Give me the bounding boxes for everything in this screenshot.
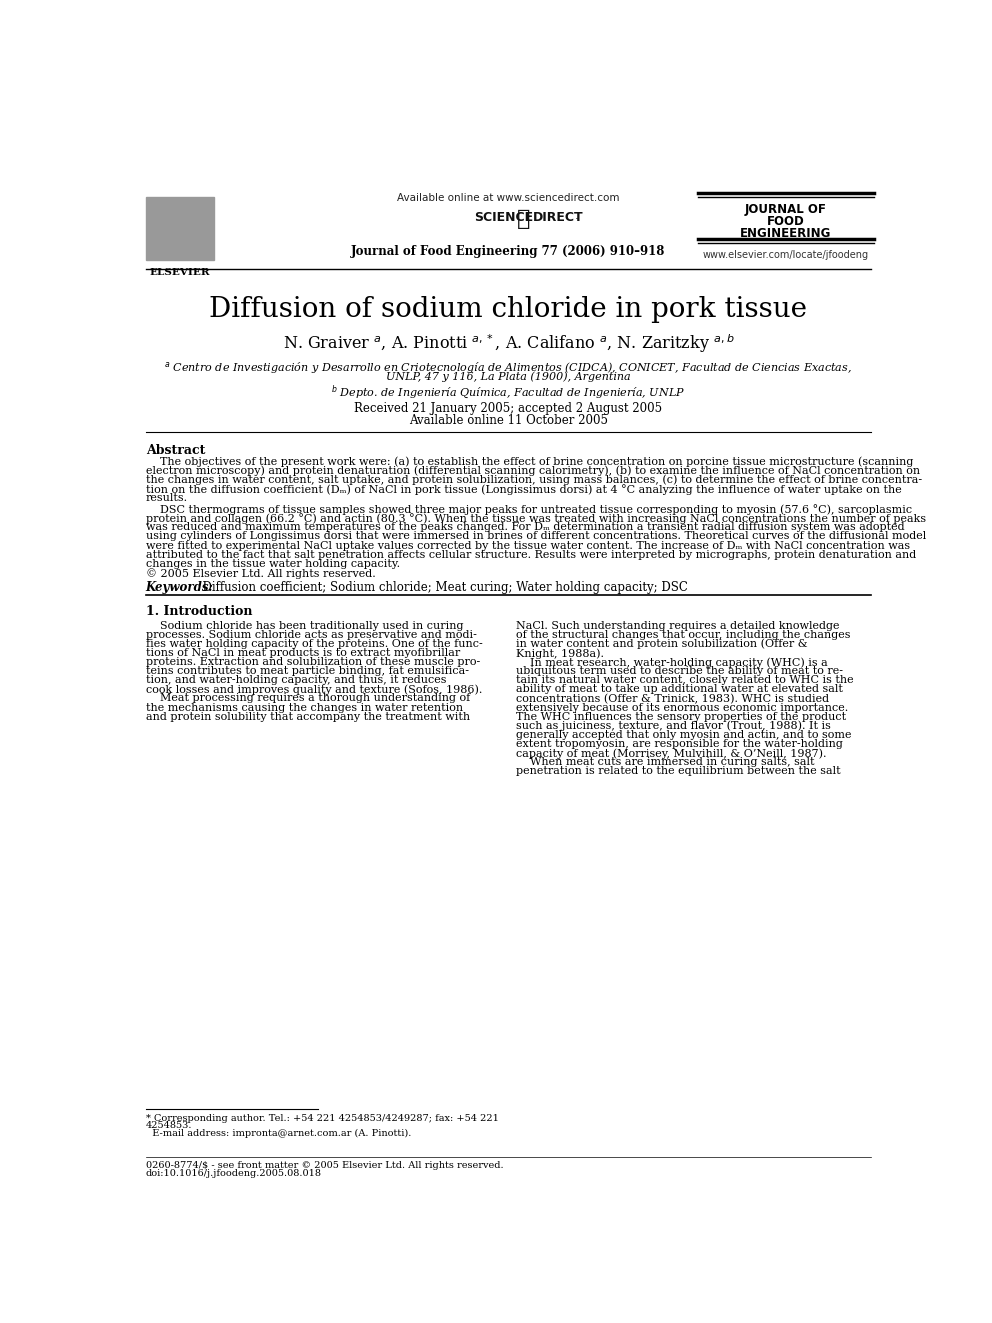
Text: * Corresponding author. Tel.: +54 221 4254853/4249287; fax: +54 221: * Corresponding author. Tel.: +54 221 42…: [146, 1114, 499, 1122]
Text: tion, and water-holding capacity, and thus, it reduces: tion, and water-holding capacity, and th…: [146, 675, 446, 685]
Text: 0260-8774/$ - see front matter © 2005 Elsevier Ltd. All rights reserved.: 0260-8774/$ - see front matter © 2005 El…: [146, 1162, 503, 1171]
Text: Keywords:: Keywords:: [146, 581, 213, 594]
Text: $^a$ Centro de Investigación y Desarrollo en Criotecnología de Alimentos (CIDCA): $^a$ Centro de Investigación y Desarroll…: [165, 360, 852, 376]
Text: ELSEVIER: ELSEVIER: [150, 269, 210, 277]
Text: in water content and protein solubilization (Offer &: in water content and protein solubilizat…: [516, 639, 807, 650]
Text: doi:10.1016/j.jfoodeng.2005.08.018: doi:10.1016/j.jfoodeng.2005.08.018: [146, 1170, 321, 1177]
Text: ability of meat to take up additional water at elevated salt: ability of meat to take up additional wa…: [516, 684, 843, 695]
Text: Abstract: Abstract: [146, 443, 205, 456]
Text: changes in the tissue water holding capacity.: changes in the tissue water holding capa…: [146, 560, 400, 569]
Text: Received 21 January 2005; accepted 2 August 2005: Received 21 January 2005; accepted 2 Aug…: [354, 402, 663, 415]
Text: ubiquitous term used to describe the ability of meat to re-: ubiquitous term used to describe the abi…: [516, 667, 843, 676]
Text: the changes in water content, salt uptake, and protein solubilization, using mas: the changes in water content, salt uptak…: [146, 475, 922, 486]
Text: Knight, 1988a).: Knight, 1988a).: [516, 648, 604, 659]
Text: tain its natural water content, closely related to WHC is the: tain its natural water content, closely …: [516, 675, 854, 685]
Text: JOURNAL OF: JOURNAL OF: [745, 204, 826, 217]
Text: 4254853.: 4254853.: [146, 1122, 192, 1130]
Text: tion on the diffusion coefficient (Dₘ) of NaCl in pork tissue (Longissimus dorsi: tion on the diffusion coefficient (Dₘ) o…: [146, 484, 902, 495]
Text: When meat cuts are immersed in curing salts, salt: When meat cuts are immersed in curing sa…: [516, 757, 814, 767]
Text: The objectives of the present work were: (a) to establish the effect of brine co: The objectives of the present work were:…: [146, 456, 913, 467]
Text: The WHC influences the sensory properties of the product: The WHC influences the sensory propertie…: [516, 712, 846, 721]
Text: © 2005 Elsevier Ltd. All rights reserved.: © 2005 Elsevier Ltd. All rights reserved…: [146, 569, 375, 579]
Text: protein and collagen (66.2 °C) and actin (80.3 °C). When the tissue was treated : protein and collagen (66.2 °C) and actin…: [146, 513, 926, 524]
Text: were fitted to experimental NaCl uptake values corrected by the tissue water con: were fitted to experimental NaCl uptake …: [146, 541, 910, 550]
Text: results.: results.: [146, 493, 187, 503]
Text: FOOD: FOOD: [767, 214, 805, 228]
Text: teins contributes to meat particle binding, fat emulsifica-: teins contributes to meat particle bindi…: [146, 667, 468, 676]
Text: UNLP, 47 y 116, La Plata (1900), Argentina: UNLP, 47 y 116, La Plata (1900), Argenti…: [386, 372, 631, 382]
Text: Diffusion of sodium chloride in pork tissue: Diffusion of sodium chloride in pork tis…: [209, 296, 807, 323]
Text: concentrations (Offer & Trinick, 1983). WHC is studied: concentrations (Offer & Trinick, 1983). …: [516, 693, 829, 704]
Text: NaCl. Such understanding requires a detailed knowledge: NaCl. Such understanding requires a deta…: [516, 620, 839, 631]
Text: generally accepted that only myosin and actin, and to some: generally accepted that only myosin and …: [516, 730, 852, 740]
Text: electron microscopy) and protein denaturation (differential scanning calorimetry: electron microscopy) and protein denatur…: [146, 466, 920, 476]
Text: SCIENCE: SCIENCE: [474, 212, 534, 224]
Text: In meat research, water-holding capacity (WHC) is a: In meat research, water-holding capacity…: [516, 658, 828, 668]
Text: Diffusion coefficient; Sodium chloride; Meat curing; Water holding capacity; DSC: Diffusion coefficient; Sodium chloride; …: [195, 581, 688, 594]
Text: of the structural changes that occur, including the changes: of the structural changes that occur, in…: [516, 630, 851, 640]
Text: ENGINEERING: ENGINEERING: [740, 226, 831, 239]
Text: N. Graiver $^a$, A. Pinotti $^{a,*}$, A. Califano $^a$, N. Zaritzky $^{a,b}$: N. Graiver $^a$, A. Pinotti $^{a,*}$, A.…: [283, 332, 734, 355]
Text: $^b$ Depto. de Ingeniería Química, Facultad de Ingeniería, UNLP: $^b$ Depto. de Ingeniería Química, Facul…: [331, 382, 685, 401]
Text: processes. Sodium chloride acts as preservative and modi-: processes. Sodium chloride acts as prese…: [146, 630, 476, 640]
Text: DSC thermograms of tissue samples showed three major peaks for untreated tissue : DSC thermograms of tissue samples showed…: [146, 504, 912, 515]
Text: 1. Introduction: 1. Introduction: [146, 606, 252, 618]
Text: extent tropomyosin, are responsible for the water-holding: extent tropomyosin, are responsible for …: [516, 738, 843, 749]
Text: Journal of Food Engineering 77 (2006) 910–918: Journal of Food Engineering 77 (2006) 91…: [351, 245, 666, 258]
Bar: [146, 197, 214, 261]
Text: attributed to the fact that salt penetration affects cellular structure. Results: attributed to the fact that salt penetra…: [146, 550, 916, 560]
Text: was reduced and maximum temperatures of the peaks changed. For Dₘ determination : was reduced and maximum temperatures of …: [146, 523, 905, 532]
Text: cook losses and improves quality and texture (Sofos, 1986).: cook losses and improves quality and tex…: [146, 684, 482, 695]
Text: the mechanisms causing the changes in water retention: the mechanisms causing the changes in wa…: [146, 703, 463, 713]
Text: DIRECT: DIRECT: [533, 212, 583, 224]
Text: ⓓ: ⓓ: [517, 209, 530, 229]
Text: extensively because of its enormous economic importance.: extensively because of its enormous econ…: [516, 703, 848, 713]
Text: and protein solubility that accompany the treatment with: and protein solubility that accompany th…: [146, 712, 470, 721]
Text: using cylinders of Longissimus dorsi that were immersed in brines of different c: using cylinders of Longissimus dorsi tha…: [146, 532, 926, 541]
Text: www.elsevier.com/locate/jfoodeng: www.elsevier.com/locate/jfoodeng: [702, 250, 869, 259]
Text: proteins. Extraction and solubilization of these muscle pro-: proteins. Extraction and solubilization …: [146, 658, 480, 667]
Text: Available online 11 October 2005: Available online 11 October 2005: [409, 414, 608, 426]
Text: tions of NaCl in meat products is to extract myofibrillar: tions of NaCl in meat products is to ext…: [146, 648, 460, 658]
Text: fies water holding capacity of the proteins. One of the func-: fies water holding capacity of the prote…: [146, 639, 482, 650]
Text: Sodium chloride has been traditionally used in curing: Sodium chloride has been traditionally u…: [146, 620, 463, 631]
Text: Meat processing requires a thorough understanding of: Meat processing requires a thorough unde…: [146, 693, 470, 704]
Text: ·: ·: [574, 213, 578, 226]
Text: E-mail address: impronta@arnet.com.ar (A. Pinotti).: E-mail address: impronta@arnet.com.ar (A…: [146, 1129, 411, 1138]
Text: such as juiciness, texture, and flavor (Trout, 1988). It is: such as juiciness, texture, and flavor (…: [516, 721, 831, 732]
Text: penetration is related to the equilibrium between the salt: penetration is related to the equilibriu…: [516, 766, 841, 777]
Text: capacity of meat (Morrisey, Mulvihill, & O’Neill, 1987).: capacity of meat (Morrisey, Mulvihill, &…: [516, 747, 826, 758]
Text: Available online at www.sciencedirect.com: Available online at www.sciencedirect.co…: [397, 193, 620, 204]
